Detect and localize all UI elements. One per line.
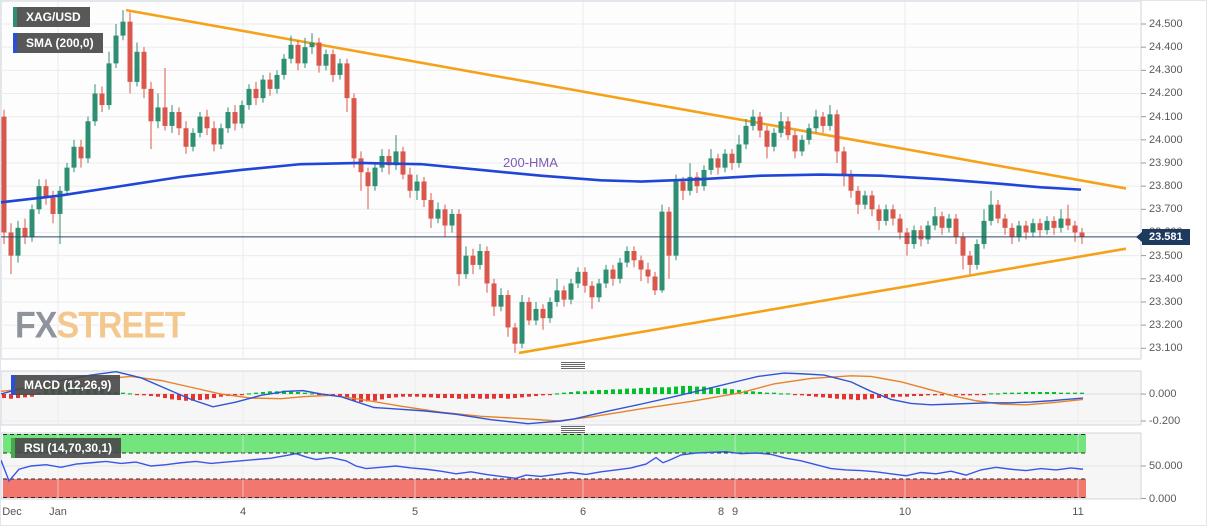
macd-indicator-badge: MACD (12,26,9) xyxy=(11,375,121,395)
fxstreet-logo-street: STREET xyxy=(56,305,185,347)
main-price-panel[interactable] xyxy=(1,1,1142,360)
axis-tick-label: 24.400 xyxy=(1149,41,1183,54)
axis-tick-label: 23.400 xyxy=(1149,272,1183,285)
axis-tick-label: 23.700 xyxy=(1149,203,1183,216)
hma-line-label: 200-HMA xyxy=(503,155,558,170)
time-axis-tick-label: 6 xyxy=(579,506,587,518)
macd-signal-line xyxy=(1,375,1084,422)
axis-tick-label: 23.500 xyxy=(1149,249,1183,262)
sma-200-line xyxy=(1,161,1082,204)
axis-tick-label: 24.200 xyxy=(1149,87,1183,100)
time-axis-tick-label: 11 xyxy=(1072,506,1084,518)
axis-tick-label: 23.100 xyxy=(1149,342,1183,355)
time-axis-tick-label: 9 xyxy=(731,506,739,518)
axis-tick-label: 23.300 xyxy=(1149,295,1183,308)
panel-resize-grip-icon[interactable] xyxy=(561,426,585,433)
rsi-panel[interactable] xyxy=(1,432,1142,500)
rsi-indicator-badge: RSI (14,70,30,1) xyxy=(11,438,122,458)
candlestick-series xyxy=(1,10,1085,353)
axis-tick-label: 23.900 xyxy=(1149,156,1183,169)
axis-tick-label: 24.300 xyxy=(1149,64,1183,77)
axis-tick-label: 23.800 xyxy=(1149,180,1183,193)
macd-line xyxy=(1,371,1084,425)
macd-panel[interactable] xyxy=(1,370,1142,426)
axis-tick-label: -0.200 xyxy=(1149,415,1181,427)
axis-tick-label: 24.000 xyxy=(1149,133,1183,146)
time-axis-tick-label: Dec xyxy=(2,506,22,518)
time-axis-tick-label: 8 xyxy=(717,506,725,518)
fxstreet-logo-fx: FX xyxy=(15,305,57,347)
time-axis-tick-label: Jan xyxy=(49,506,67,518)
panel-resize-grip-icon[interactable] xyxy=(561,362,585,369)
rsi-line xyxy=(1,450,1084,483)
sma-indicator-badge: SMA (200,0) xyxy=(13,33,103,53)
axis-tick-label: 0.000 xyxy=(1149,388,1177,400)
time-axis-tick-label: 5 xyxy=(411,506,419,518)
fxstreet-logo: FXSTREET xyxy=(15,305,186,347)
symbol-badge: XAG/USD xyxy=(13,7,90,27)
axis-tick-label: 50.000 xyxy=(1149,460,1183,472)
time-axis-tick-label: 10 xyxy=(898,506,912,518)
rsi-oversold-band xyxy=(3,479,1086,498)
rsi-overbought-band xyxy=(3,434,1086,453)
axis-tick-label: 23.200 xyxy=(1149,319,1183,332)
axis-tick-label: 24.500 xyxy=(1149,18,1183,30)
axis-tick-label: 0.000 xyxy=(1149,492,1177,505)
time-axis-tick-label: 4 xyxy=(239,506,247,518)
axis-tick-label: 24.100 xyxy=(1149,110,1183,123)
right-price-axis xyxy=(1141,23,1146,499)
current-price-badge: 23.581 xyxy=(1136,228,1190,245)
